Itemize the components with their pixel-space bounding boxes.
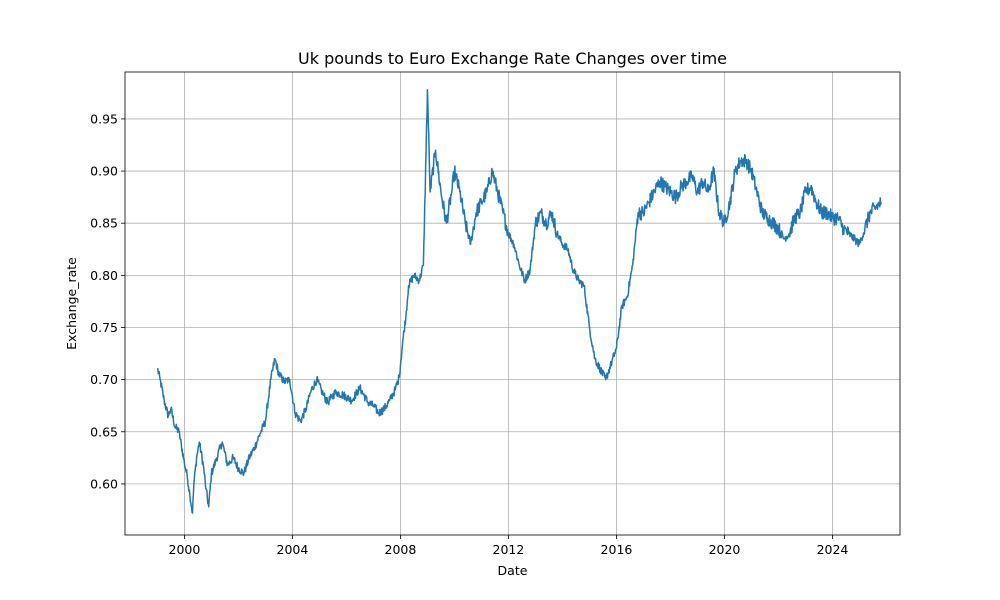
plot-frame bbox=[124, 71, 901, 536]
x-tick-label: 2020 bbox=[709, 542, 741, 557]
y-tick-label: 0.90 bbox=[90, 164, 118, 179]
ticks: 2000 2004 2008 2012 2016 2020 2024 0.60 0.65 0.70… bbox=[90, 111, 848, 557]
x-tick-label: 2024 bbox=[817, 542, 849, 557]
x-axis-label: Date bbox=[498, 563, 528, 578]
y-tick-label: 0.95 bbox=[90, 111, 118, 126]
chart-title: Uk pounds to Euro Exchange Rate Changes … bbox=[298, 49, 727, 68]
y-tick-label: 0.65 bbox=[90, 424, 118, 439]
x-tick-label: 2012 bbox=[493, 542, 525, 557]
y-tick-label: 0.60 bbox=[90, 476, 118, 491]
x-tick-label: 2016 bbox=[601, 542, 633, 557]
y-tick-label: 0.75 bbox=[90, 320, 118, 335]
x-tick-label: 2004 bbox=[277, 542, 309, 557]
y-tick-label: 0.80 bbox=[90, 268, 118, 283]
series-line bbox=[156, 88, 882, 514]
y-axis-label: Exchange_rate bbox=[64, 257, 79, 350]
y-tick-label: 0.70 bbox=[90, 372, 118, 387]
x-tick-label: 2008 bbox=[385, 542, 417, 557]
series-layer bbox=[156, 88, 882, 514]
grid bbox=[125, 72, 900, 535]
x-tick-label: 2000 bbox=[169, 542, 201, 557]
y-tick-label: 0.85 bbox=[90, 216, 118, 231]
